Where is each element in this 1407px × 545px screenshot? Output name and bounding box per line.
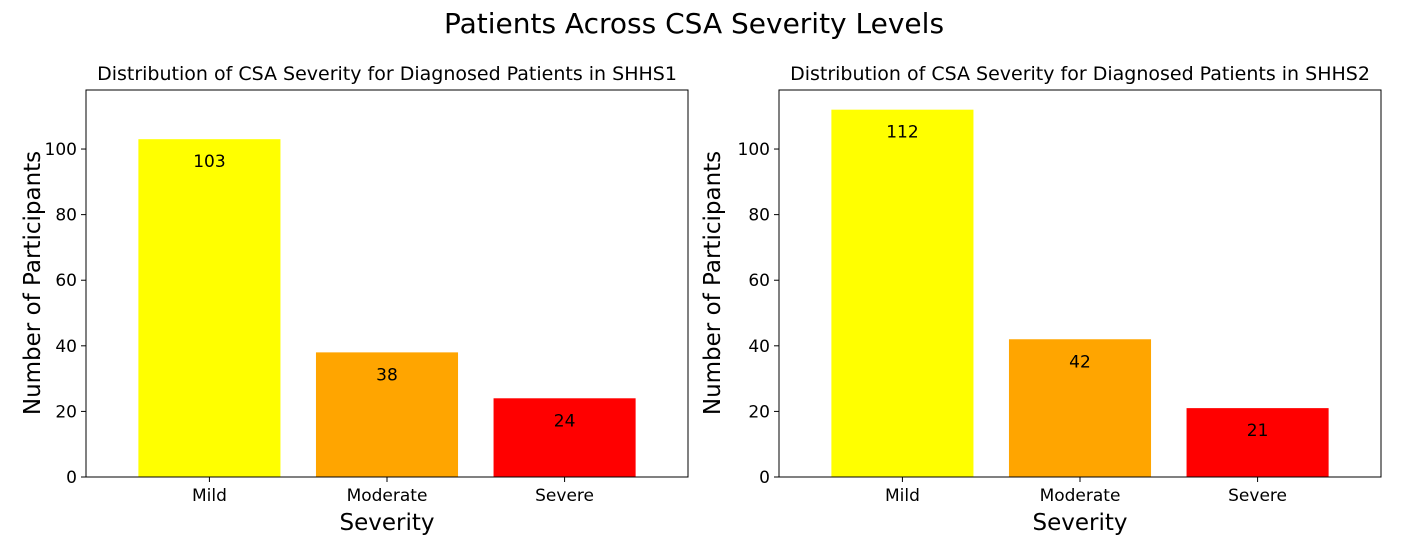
plot-frame <box>778 89 1382 478</box>
y-axis-label: Number of Participants <box>20 151 46 415</box>
y-tick-label: 0 <box>759 468 770 488</box>
chart-panel-shhs1: Distribution of CSA Severity for Diagnos… <box>20 63 689 536</box>
bar-moderate <box>315 352 459 477</box>
chart-panel-shhs2: Distribution of CSA Severity for Diagnos… <box>700 63 1382 536</box>
x-tick-label: Moderate <box>1040 486 1121 506</box>
x-tick-label: Severe <box>535 486 594 506</box>
figure-title: Patients Across CSA Severity Levels <box>444 7 944 40</box>
x-tick-label: Severe <box>1228 486 1287 506</box>
plot-area: 112 Mild 42 Moderate 21 Severe 0 20 40 60 80 100 <box>738 89 1382 506</box>
data-label: 21 <box>1247 421 1269 441</box>
data-label: 24 <box>554 411 576 431</box>
x-tick-label: Mild <box>885 486 920 506</box>
chart-title: Distribution of CSA Severity for Diagnos… <box>790 63 1370 85</box>
bar-moderate <box>1008 339 1152 477</box>
y-tick-label: 20 <box>55 402 77 422</box>
bar-severe <box>1186 408 1329 477</box>
y-tick-label: 0 <box>66 468 77 488</box>
plot-frame <box>85 89 689 478</box>
bar-mild <box>831 109 974 477</box>
y-tick-label: 80 <box>55 206 77 226</box>
x-tick-label: Mild <box>192 486 227 506</box>
y-tick-label: 80 <box>748 206 770 226</box>
x-axis-label: Severity <box>340 510 435 536</box>
x-axis-label: Severity <box>1033 510 1128 536</box>
y-tick-label: 60 <box>748 271 770 291</box>
bar-mild <box>138 139 281 477</box>
y-tick-label: 20 <box>748 402 770 422</box>
data-label: 103 <box>193 152 225 172</box>
bar-severe <box>493 398 636 477</box>
data-label: 38 <box>376 365 398 385</box>
y-tick-label: 100 <box>738 140 770 160</box>
y-tick-label: 100 <box>45 140 77 160</box>
chart-title: Distribution of CSA Severity for Diagnos… <box>97 63 677 85</box>
y-axis-label: Number of Participants <box>700 151 726 415</box>
data-label: 42 <box>1069 352 1091 372</box>
y-tick-label: 40 <box>748 337 770 357</box>
plot-area: 103 Mild 38 Moderate 24 Severe 0 20 40 60 80 100 <box>45 89 689 506</box>
data-label: 112 <box>886 123 918 143</box>
x-tick-label: Moderate <box>347 486 428 506</box>
y-tick-label: 40 <box>55 337 77 357</box>
y-tick-label: 60 <box>55 271 77 291</box>
